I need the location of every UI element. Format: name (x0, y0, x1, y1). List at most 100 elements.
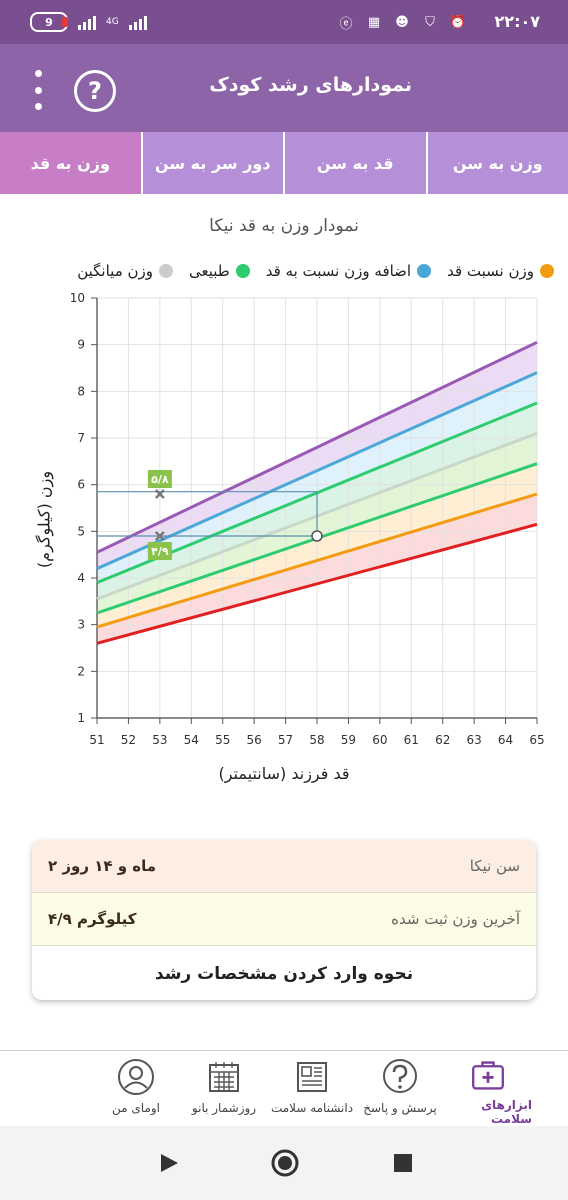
tab-weight-for-height[interactable]: وزن به قد (0, 132, 141, 194)
system-navigation-bar (0, 1126, 568, 1200)
legend-item[interactable]: طبیعی (189, 262, 250, 280)
nav-qa[interactable]: پرسش و پاسخ (356, 1051, 444, 1126)
nav-label: ابزارهای سلامت (481, 1098, 532, 1126)
status-bar: 9 4G ⓔ ▦ ☻ ⛉ ⏰ ۲۲:۰۷ (0, 0, 568, 44)
avatar-icon (118, 1059, 154, 1095)
x-tick-label: 52 (121, 733, 136, 747)
tab-height-for-age[interactable]: قد به سن (283, 132, 426, 194)
weight-value: ۴/۹ کیلوگرم (48, 910, 137, 928)
shield-icon: ⛉ (425, 14, 435, 30)
legend-label: طبیعی (189, 262, 230, 280)
grid-app-icon: ▦ (367, 14, 381, 30)
age-value: ۲ ماه و ۱۴ روز (48, 857, 157, 875)
current-point-marker (311, 530, 323, 542)
y-axis-label-wrap: وزن (کیلوگرم) (14, 460, 74, 590)
medkit-icon (472, 1061, 504, 1090)
x-tick-label: 63 (467, 733, 482, 747)
growth-info-card: ۲ ماه و ۱۴ روز سن نیکا ۴/۹ کیلوگرم آخرین… (32, 840, 536, 1000)
weight-for-height-chart: 51 52 53 54 55 56 57 58 59 60 61 62 63 64 651234567891… (70, 291, 545, 747)
home-icon[interactable] (270, 1148, 300, 1178)
signal-icon (78, 14, 96, 30)
legend-label: وزن نسبت قد (447, 262, 534, 280)
chart-title: نمودار وزن به قد نیکا (209, 216, 359, 236)
newspaper-icon (297, 1062, 327, 1092)
data-label-badge (147, 542, 172, 560)
series-line (96, 492, 538, 629)
x-tick-label: 51 (89, 733, 104, 747)
help-button[interactable]: ? (74, 70, 116, 112)
recents-icon[interactable] (392, 1152, 414, 1174)
tab-head-for-age[interactable]: دور سر به سن (140, 132, 283, 194)
nav-profile[interactable]: اومای من (92, 1051, 180, 1126)
weight-row: ۴/۹ کیلوگرم آخرین وزن ثبت شده (32, 893, 536, 946)
alarm-icon: ⏰ (449, 14, 467, 30)
x-tick-label: 64 (498, 733, 513, 747)
app-header: ? نمودارهای رشد کودک (0, 44, 568, 132)
series-line (96, 340, 538, 554)
y-tick-label: 6 (77, 478, 85, 492)
legend-dot (159, 264, 174, 278)
data-label: ۴/۹ (151, 545, 169, 558)
y-tick-label: 2 (77, 664, 85, 678)
weight-label: آخرین وزن ثبت شده (391, 910, 520, 928)
battery-icon: 9 (30, 12, 68, 32)
data-label: ۵/۸ (151, 473, 169, 486)
legend-dot (235, 264, 250, 278)
y-tick-label: 3 (77, 618, 85, 632)
y-axis-label: وزن (کیلوگرم) (34, 470, 54, 569)
back-icon[interactable] (158, 1152, 180, 1174)
x-tick-label: 57 (278, 733, 293, 747)
nav-calendar[interactable]: روزشمار بانو (180, 1051, 268, 1126)
legend-item[interactable]: وزن نسبت قد (447, 262, 554, 280)
x-tick-label: 65 (529, 733, 544, 747)
x-tick-label: 60 (372, 733, 387, 747)
data-point-marker (154, 489, 165, 499)
y-tick-label: 5 (77, 524, 85, 538)
x-tick-label: 58 (309, 733, 324, 747)
growth-help-link[interactable]: نحوه وارد کردن مشخصات رشد (154, 964, 414, 984)
tab-weight-for-age[interactable]: وزن به سن (425, 132, 568, 194)
x-tick-label: 61 (404, 733, 419, 747)
app-e-icon: ⓔ (339, 16, 353, 32)
legend-dot (417, 264, 432, 278)
chart-tabs: وزن به سن قد به سن دور سر به سن وزن به ق… (0, 132, 568, 194)
legend-item[interactable]: وزن میانگین (77, 262, 174, 280)
bottom-navigation: ابزارهای سلامت پرسش و پاسخ دانشنامه سلام… (0, 1050, 568, 1126)
y-tick-label: 9 (77, 338, 85, 352)
clock: ۲۲:۰۷ (494, 12, 540, 31)
signal-icon-2 (128, 14, 147, 30)
x-axis-label: قد فرزند (سانتیمتر) (218, 764, 350, 783)
y-tick-label: 4 (77, 571, 85, 585)
age-label: سن نیکا (469, 857, 520, 875)
x-tick-label: 54 (184, 733, 199, 747)
nav-health-tools[interactable]: ابزارهای سلامت (444, 1051, 532, 1126)
legend-dot (540, 264, 554, 278)
page-title: نمودارهای رشد کودک (209, 74, 412, 96)
data-point-marker (154, 531, 165, 541)
y-tick-label: 10 (70, 291, 85, 305)
legend-label: وزن میانگین (77, 262, 154, 280)
x-tick-label: 53 (152, 733, 167, 747)
calendar-icon (209, 1062, 239, 1092)
network-label: 4G (106, 17, 119, 27)
x-tick-label: 55 (215, 733, 230, 747)
data-label-badge (147, 470, 172, 488)
legend-label: اضافه وزن نسبت به قد (265, 262, 412, 280)
y-tick-label: 8 (77, 384, 85, 398)
question-icon (383, 1059, 417, 1093)
legend-item[interactable]: اضافه وزن نسبت به قد (265, 262, 432, 280)
x-tick-label: 62 (435, 733, 450, 747)
series-line (96, 522, 538, 645)
frog-app-icon: ☻ (395, 14, 409, 30)
overflow-menu-icon[interactable] (28, 70, 48, 110)
nav-label: اومای من (112, 1101, 160, 1115)
chart-legend: وزن نسبت قد اضافه وزن نسبت به قد طبیعی و… (14, 262, 554, 280)
age-row: ۲ ماه و ۱۴ روز سن نیکا (32, 840, 536, 893)
nav-label: روزشمار بانو (191, 1101, 257, 1115)
nav-encyclopedia[interactable]: دانشنامه سلامت (268, 1051, 356, 1126)
y-tick-label: 7 (77, 431, 85, 445)
nav-label: پرسش و پاسخ (363, 1101, 437, 1115)
y-tick-label: 1 (77, 711, 85, 725)
x-tick-label: 59 (341, 733, 356, 747)
nav-label: دانشنامه سلامت (270, 1101, 354, 1115)
